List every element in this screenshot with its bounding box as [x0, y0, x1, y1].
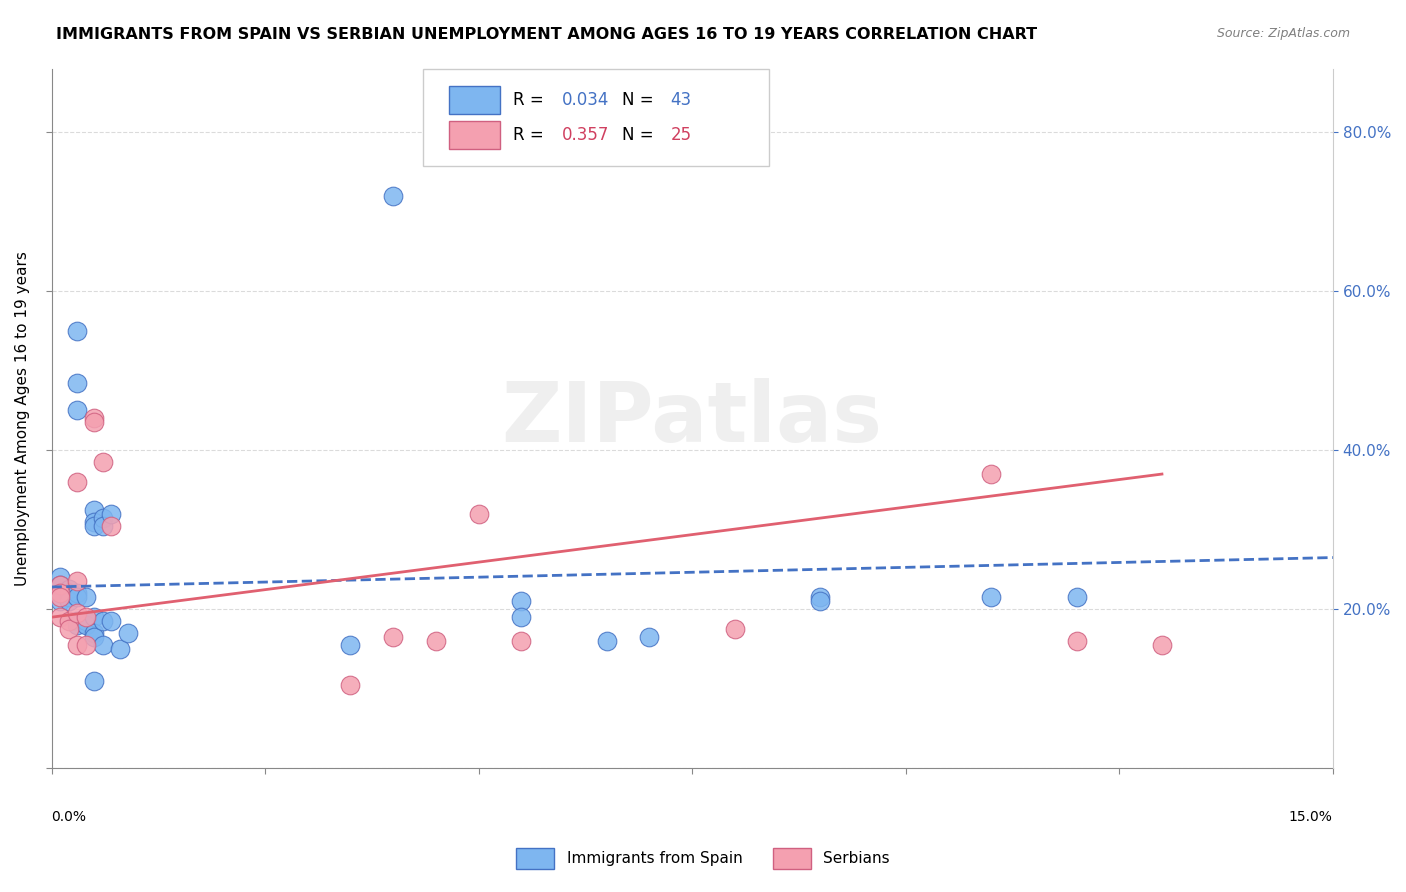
Point	[66, 614, 89, 628]
Point	[83, 610, 105, 624]
Point	[1066, 634, 1088, 648]
Point	[66, 586, 89, 600]
Point	[66, 638, 89, 652]
Point	[83, 503, 105, 517]
Point	[808, 591, 831, 605]
Point	[100, 614, 122, 628]
Text: N =: N =	[621, 91, 658, 109]
FancyBboxPatch shape	[423, 69, 769, 167]
Point	[49, 578, 72, 592]
Point	[510, 594, 533, 608]
Point	[49, 578, 72, 592]
Point	[49, 586, 72, 600]
Point	[75, 591, 97, 605]
Point	[75, 614, 97, 628]
Point	[638, 630, 661, 644]
Text: 15.0%: 15.0%	[1289, 810, 1333, 824]
Point	[66, 475, 89, 489]
Point	[83, 673, 105, 688]
Point	[382, 630, 405, 644]
Point	[1150, 638, 1173, 652]
Y-axis label: Unemployment Among Ages 16 to 19 years: Unemployment Among Ages 16 to 19 years	[15, 251, 30, 586]
Text: 0.0%: 0.0%	[52, 810, 87, 824]
Point	[58, 594, 80, 608]
Point	[425, 634, 447, 648]
Text: R =: R =	[513, 91, 548, 109]
Point	[339, 638, 361, 652]
Point	[75, 610, 97, 624]
Point	[49, 610, 72, 624]
Point	[808, 594, 831, 608]
Point	[100, 518, 122, 533]
FancyBboxPatch shape	[449, 86, 501, 114]
Point	[58, 591, 80, 605]
Point	[58, 622, 80, 636]
Text: 25: 25	[671, 126, 692, 144]
Point	[49, 570, 72, 584]
Point	[980, 467, 1002, 481]
Point	[83, 411, 105, 425]
Text: IMMIGRANTS FROM SPAIN VS SERBIAN UNEMPLOYMENT AMONG AGES 16 TO 19 YEARS CORRELAT: IMMIGRANTS FROM SPAIN VS SERBIAN UNEMPLO…	[56, 27, 1038, 42]
Point	[66, 574, 89, 589]
Point	[58, 586, 80, 600]
Point	[75, 638, 97, 652]
Point	[58, 582, 80, 597]
Point	[75, 618, 97, 632]
Point	[66, 376, 89, 390]
Text: R =: R =	[513, 126, 548, 144]
Point	[100, 507, 122, 521]
FancyBboxPatch shape	[449, 121, 501, 149]
Point	[91, 614, 114, 628]
Point	[596, 634, 619, 648]
Point	[83, 515, 105, 529]
Legend: Immigrants from Spain, Serbians: Immigrants from Spain, Serbians	[510, 841, 896, 875]
Point	[467, 507, 489, 521]
Text: Source: ZipAtlas.com: Source: ZipAtlas.com	[1216, 27, 1350, 40]
Point	[91, 510, 114, 524]
Point	[980, 591, 1002, 605]
Point	[83, 416, 105, 430]
Point	[66, 618, 89, 632]
Point	[58, 614, 80, 628]
Point	[510, 610, 533, 624]
Point	[66, 324, 89, 338]
Point	[66, 403, 89, 417]
Point	[339, 678, 361, 692]
Point	[83, 626, 105, 640]
Text: N =: N =	[621, 126, 658, 144]
Point	[108, 642, 131, 657]
Point	[49, 591, 72, 605]
Point	[117, 626, 139, 640]
Point	[91, 518, 114, 533]
Point	[83, 630, 105, 644]
Point	[49, 594, 72, 608]
Point	[91, 638, 114, 652]
Point	[1066, 591, 1088, 605]
Point	[510, 634, 533, 648]
Text: 43: 43	[671, 91, 692, 109]
Text: ZIPatlas: ZIPatlas	[502, 378, 883, 458]
Point	[49, 586, 72, 600]
Point	[91, 455, 114, 469]
Point	[382, 188, 405, 202]
Point	[66, 606, 89, 620]
Text: 0.034: 0.034	[561, 91, 609, 109]
Point	[66, 591, 89, 605]
Text: 0.357: 0.357	[561, 126, 609, 144]
Point	[724, 622, 747, 636]
Point	[83, 518, 105, 533]
